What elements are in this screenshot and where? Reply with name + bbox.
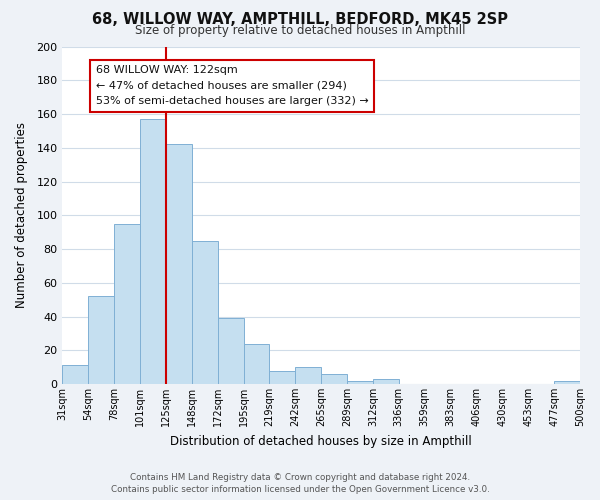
Bar — [373, 379, 399, 384]
Bar — [347, 380, 373, 384]
Text: 68, WILLOW WAY, AMPTHILL, BEDFORD, MK45 2SP: 68, WILLOW WAY, AMPTHILL, BEDFORD, MK45 … — [92, 12, 508, 28]
Text: 68 WILLOW WAY: 122sqm
← 47% of detached houses are smaller (294)
53% of semi-det: 68 WILLOW WAY: 122sqm ← 47% of detached … — [96, 65, 369, 106]
Bar — [166, 144, 192, 384]
Bar — [62, 366, 88, 384]
Bar — [244, 344, 269, 384]
Bar — [554, 380, 580, 384]
Bar — [295, 367, 321, 384]
Bar — [218, 318, 244, 384]
Text: Size of property relative to detached houses in Ampthill: Size of property relative to detached ho… — [135, 24, 465, 37]
Bar — [321, 374, 347, 384]
Bar — [192, 240, 218, 384]
Y-axis label: Number of detached properties: Number of detached properties — [15, 122, 28, 308]
Bar — [88, 296, 114, 384]
Text: Contains HM Land Registry data © Crown copyright and database right 2024.
Contai: Contains HM Land Registry data © Crown c… — [110, 472, 490, 494]
Bar — [140, 119, 166, 384]
X-axis label: Distribution of detached houses by size in Ampthill: Distribution of detached houses by size … — [170, 434, 472, 448]
Bar — [114, 224, 140, 384]
Bar — [269, 370, 295, 384]
